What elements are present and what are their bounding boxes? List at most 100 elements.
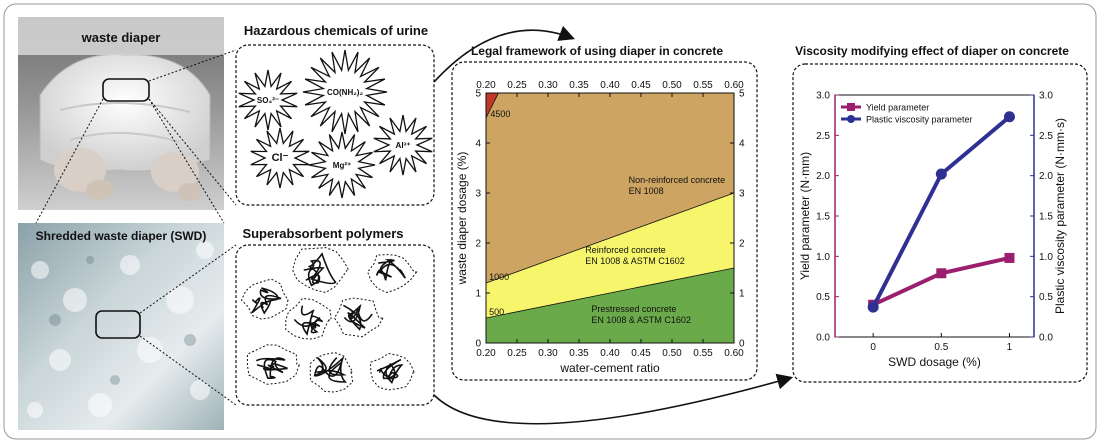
reinforced-name: Reinforced concrete [585, 245, 666, 255]
polymer-gel-outline [285, 297, 332, 340]
mg-label: Mg²⁺ [333, 161, 351, 170]
swd-zoom-box [95, 310, 141, 339]
y-tick-label: 1.5 [816, 212, 830, 223]
viscosity-title: Viscosity modifying effect of diaper on … [795, 44, 1069, 58]
x-tick-label: 0.50 [662, 348, 682, 359]
region-non-reinforced [486, 93, 734, 283]
legend-marker-yield [847, 103, 855, 111]
conh2-star-icon [302, 49, 388, 135]
sap-panel [235, 244, 435, 406]
y-tick-label: 2 [475, 239, 481, 250]
x-tick-label-top: 0.40 [600, 80, 620, 91]
y-tick-label-right: 2.0 [1039, 171, 1053, 182]
x-tick-label: 0.55 [693, 348, 713, 359]
viscosity-x-axis-title: SWD dosage (%) [888, 355, 981, 369]
boundary-label-500: 500 [489, 307, 504, 317]
non-reinforced-standard: EN 1008 [629, 186, 664, 196]
polymer-chain-icon [376, 358, 404, 384]
y-tick-label-right: 2 [739, 239, 745, 250]
x-tick-label: 0.35 [569, 348, 589, 359]
diaper-zoom-box [102, 78, 150, 102]
mg-star-icon [308, 131, 376, 199]
boundary-1000 [485, 192, 735, 284]
viscosity-point [867, 301, 879, 313]
yield-point [936, 268, 947, 279]
cl-star-icon [250, 127, 310, 189]
x-tick-label: 0.5 [934, 342, 948, 353]
cl-label: Cl⁻ [272, 152, 289, 164]
non-reinforced-name: Non-reinforced concrete [629, 175, 726, 185]
y-tick-label: 4 [475, 139, 481, 150]
x-tick-label: 0.20 [476, 348, 496, 359]
polymer-chain-icon [294, 305, 324, 336]
viscosity-y-axis-title-left: Yield parameter (N·mm) [798, 152, 812, 280]
x-tick-label: 0.25 [507, 348, 527, 359]
y-tick-label-right: 0.5 [1039, 292, 1053, 303]
swd-photo: Shredded waste diaper (SWD) [18, 223, 224, 430]
y-tick-label: 0 [475, 339, 481, 350]
al-label: Al³⁺ [396, 141, 411, 150]
y-tick-label-right: 4 [739, 139, 745, 150]
region-reinforced [486, 193, 734, 318]
viscosity-plot-frame [834, 94, 1035, 338]
y-tick-label: 0.0 [816, 333, 830, 344]
y-tick-label: 1.0 [816, 252, 830, 263]
legal-panel [451, 61, 758, 381]
reinforced-standard: EN 1008 & ASTM C1602 [585, 256, 685, 266]
so4-star-icon [238, 69, 298, 131]
y-tick-label-right: 3.0 [1039, 91, 1053, 102]
arrow-to-legal [433, 25, 575, 83]
swd-label: Shredded waste diaper (SWD) [36, 229, 207, 243]
x-tick-label: 0 [870, 342, 876, 353]
polymer-chain-icon [251, 287, 282, 315]
x-tick-label-top: 0.55 [693, 80, 713, 91]
chemical-stars: SO₄²⁻ CO(NH₂)₂ Cl⁻ Mg²⁺ Al³⁺ [238, 49, 433, 199]
polymer-gel-outline [309, 352, 354, 393]
legal-y-axis-title: waste diaper dosage (%) [455, 152, 469, 286]
legal-x-axis-title: water-cement ratio [559, 361, 660, 375]
x-tick-label-top: 0.25 [507, 80, 527, 91]
waste-diaper-photo: waste diaper [18, 17, 224, 210]
polymer-gel-outline [240, 278, 289, 320]
viscosity-point [1003, 111, 1015, 123]
x-tick-label-top: 0.60 [724, 80, 744, 91]
y-tick-label: 3.0 [816, 91, 830, 102]
y-tick-label: 3 [475, 189, 481, 200]
al-star-icon [373, 114, 433, 176]
polymer-chain-icon [303, 252, 337, 287]
x-tick-label: 0.40 [600, 348, 620, 359]
viscosity-y-axis-title-right: Plastic viscosity parameter (N·mm·s) [1053, 118, 1067, 314]
y-tick-label: 2.5 [816, 131, 830, 142]
hazardous-panel [235, 44, 435, 206]
polymer-chain-icon [343, 303, 373, 331]
polymer-chain-icon [375, 258, 407, 281]
boundary-4500 [485, 92, 499, 119]
region-prestressed [486, 268, 734, 343]
zoom-connectors [35, 49, 237, 406]
legal-title: Legal framework of using diaper in concr… [471, 44, 723, 58]
legend-marker-viscosity [847, 115, 855, 123]
sap-title: Superabsorbent polymers [242, 226, 403, 241]
y-tick-label-right: 1.5 [1039, 212, 1053, 223]
waste-diaper-label: waste diaper [81, 30, 161, 45]
y-tick-label: 5 [475, 89, 481, 100]
polymer-gel-outline [369, 352, 415, 391]
viscosity-chart: 0.0 0.0 0.5 0.5 1.0 1.0 1.5 1.5 2.0 2.0 2.5 2.5 3.0 3… [798, 91, 1067, 370]
series-line-viscosity [871, 115, 1011, 309]
polymer-gel-outline [292, 247, 350, 294]
x-tick-label-top: 0.50 [662, 80, 682, 91]
legend-label: Plastic viscosity parameter [866, 115, 973, 125]
boundary-label-4500: 4500 [490, 109, 510, 119]
x-tick-label: 0.30 [538, 348, 558, 359]
polymer-gel-outline [333, 297, 384, 338]
yield-point [1004, 252, 1015, 263]
x-tick-label-top: 0.35 [569, 80, 589, 91]
hazardous-title: Hazardous chemicals of urine [244, 23, 428, 38]
boundary-label-1000: 1000 [489, 272, 509, 282]
x-tick-label-top: 0.30 [538, 80, 558, 91]
y-tick-label: 1 [475, 289, 481, 300]
arrow-to-viscosity [433, 373, 794, 425]
outer-frame [3, 3, 1097, 440]
x-tick-label-top: 0.20 [476, 80, 496, 91]
